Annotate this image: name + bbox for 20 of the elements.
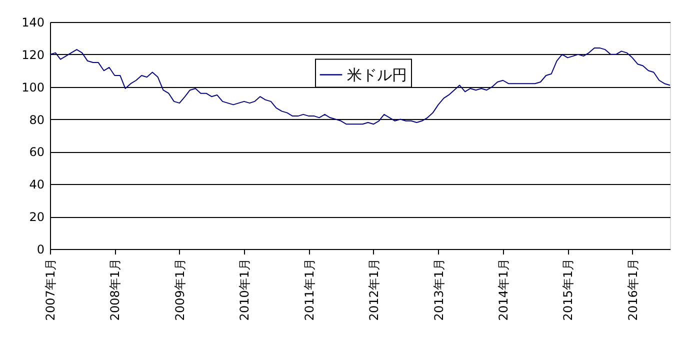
x-tick-label: 2008年1月 xyxy=(108,258,122,321)
y-tick-label: 140 xyxy=(22,16,44,30)
y-tick-label: 120 xyxy=(22,48,44,62)
legend-label: 米ドル円 xyxy=(347,66,407,84)
y-tick-label: 40 xyxy=(29,178,44,192)
y-tick-label: 0 xyxy=(36,242,44,256)
y-tick-label: 80 xyxy=(29,112,44,127)
y-tick-label: 100 xyxy=(22,80,44,94)
x-tick-label: 2010年1月 xyxy=(238,258,252,321)
x-tick-label: 2013年1月 xyxy=(432,258,446,321)
line-series xyxy=(50,47,670,125)
y-tick-label: 20 xyxy=(29,210,44,224)
x-tick-label: 2016年1月 xyxy=(626,258,640,321)
x-tick-label: 2014年1月 xyxy=(496,258,510,321)
x-tick-label: 2015年1月 xyxy=(561,258,576,321)
y-tick-label: 60 xyxy=(29,145,44,160)
x-tick-label: 2009年1月 xyxy=(172,258,187,321)
x-tick-label: 2007年1月 xyxy=(44,258,58,321)
x-tick-label: 2012年1月 xyxy=(366,258,381,321)
x-tick-label: 2011年1月 xyxy=(302,258,316,321)
